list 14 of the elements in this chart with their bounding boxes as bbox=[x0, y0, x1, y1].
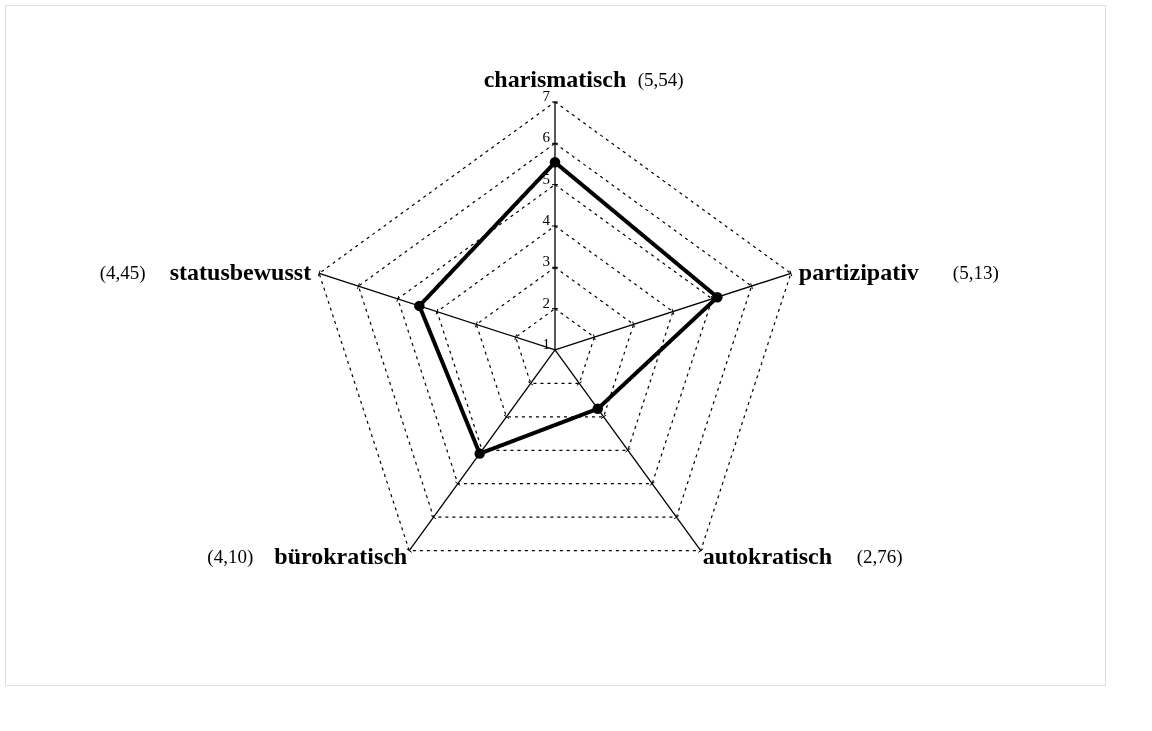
text: (4,10) bbox=[207, 545, 254, 568]
y-tick-label: 6 bbox=[542, 129, 551, 146]
text: (5,13) bbox=[952, 262, 999, 285]
y-tick-label: 4 bbox=[542, 211, 551, 228]
spoke-label: partizipativ bbox=[798, 259, 919, 286]
spoke-label: statusbewusst bbox=[169, 259, 312, 286]
y-tick-label: 1 bbox=[542, 335, 550, 352]
y-tick-label: 2 bbox=[542, 294, 550, 311]
text: (2,76) bbox=[856, 545, 903, 568]
text: (4,45) bbox=[99, 262, 146, 285]
text: (5,54) bbox=[637, 68, 684, 91]
y-tick-label: 3 bbox=[542, 253, 550, 270]
spoke-label: bürokratisch bbox=[274, 542, 408, 569]
spoke-label: autokratisch bbox=[702, 542, 833, 569]
